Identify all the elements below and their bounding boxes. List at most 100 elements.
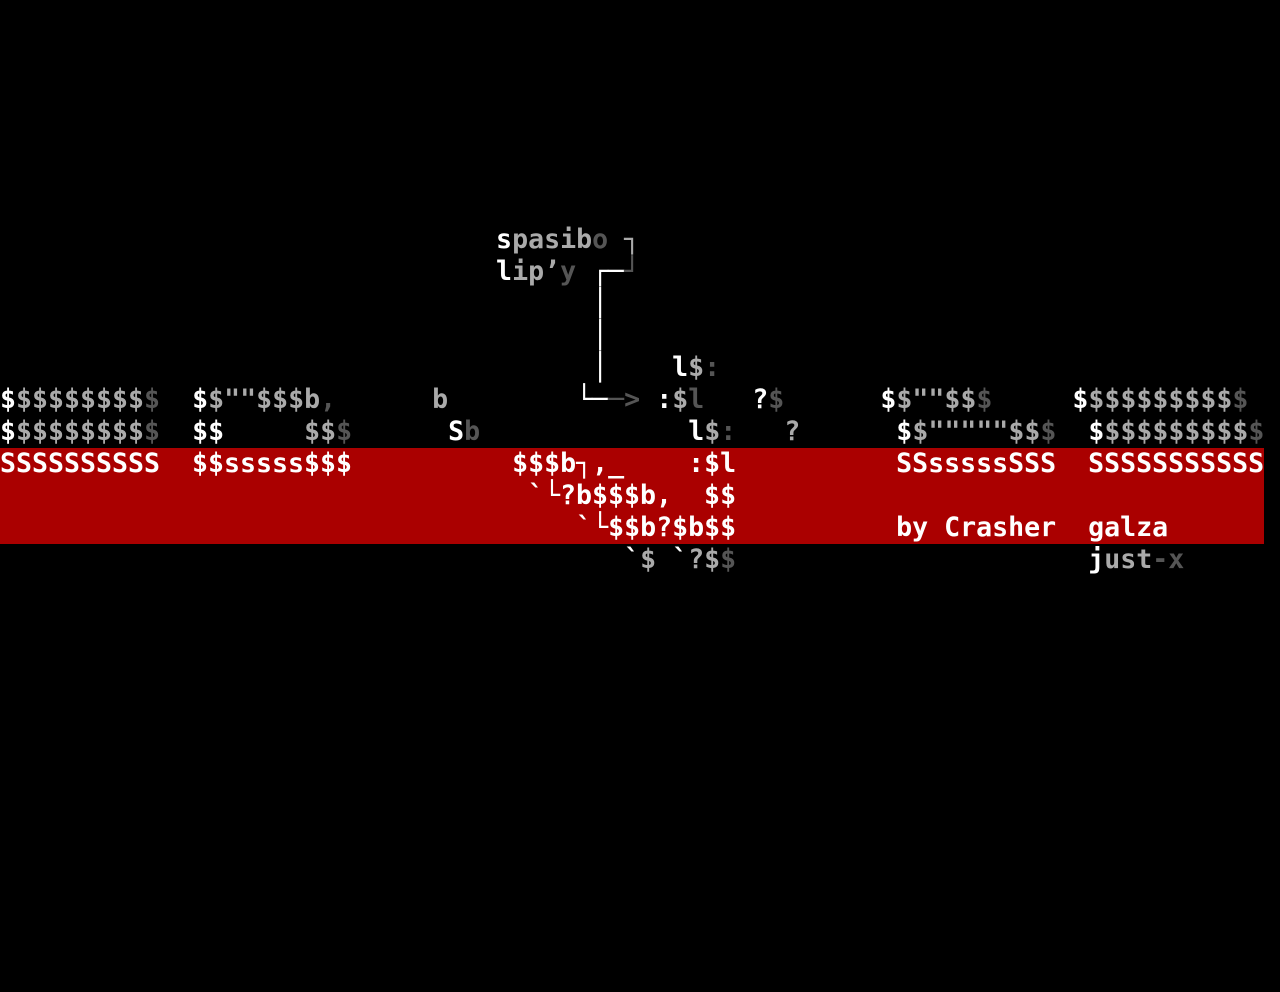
ansi-text: $ (976, 384, 993, 415)
ansi-text (480, 416, 688, 447)
ansi-text: : (720, 416, 737, 447)
ansi-text (1056, 416, 1088, 447)
ansi-text: b (464, 416, 481, 447)
ansi-text (1056, 448, 1088, 479)
ansi-text: S (448, 416, 465, 447)
ansi-text: $""$$ (896, 384, 977, 415)
ansi-text: b (432, 384, 449, 415)
ansi-text: o (592, 224, 609, 255)
ansi-text: ust (1104, 544, 1153, 575)
ansi-text (640, 384, 656, 415)
ansi-text (608, 224, 624, 255)
ansi-text: SSsssssSSS (896, 448, 1057, 479)
ansi-text: ? (752, 384, 769, 415)
ansi-text: : (656, 384, 673, 415)
ansi-text: ip’ (512, 256, 561, 287)
ansi-text: ┌─ (592, 256, 625, 287)
ansi-text (656, 544, 672, 575)
ansi-row: │ (0, 320, 1280, 352)
ansi-row: spasibo ┐ (0, 224, 1280, 256)
ansi-text: l (688, 384, 705, 415)
ansi-text: $ (768, 384, 785, 415)
ansi-text: y (560, 256, 577, 287)
ansi-text: by Crasher (896, 512, 1057, 543)
ansi-text: :$l (688, 448, 737, 479)
ansi-text (160, 416, 192, 447)
ansi-text: └─ (576, 384, 609, 415)
ansi-text: $ (1040, 416, 1057, 447)
ansi-text (448, 384, 576, 415)
ansi-text (1056, 512, 1088, 543)
ansi-text: $$ (304, 416, 337, 447)
ansi-text: $""$$$b (208, 384, 321, 415)
ansi-text: $ (0, 384, 17, 415)
ansi-text: l (672, 352, 689, 383)
ansi-text: $ (896, 416, 913, 447)
ansi-text (0, 480, 528, 511)
ansi-text: $ (144, 416, 161, 447)
ansi-text (160, 448, 192, 479)
ansi-text: ? (784, 416, 801, 447)
ansi-text (224, 416, 304, 447)
ansi-text: `└$$b?$b$$ (576, 512, 737, 543)
ansi-text (800, 416, 896, 447)
ansi-text: $ (0, 416, 17, 447)
ansi-row: lip’y ┌─┘ (0, 256, 1280, 288)
ansi-text: l (688, 416, 705, 447)
ansi-row: `└$$b?$b$$ by Crasher galza (0, 512, 1280, 544)
ansi-text (992, 384, 1072, 415)
ansi-text (0, 288, 592, 319)
ansi-text: SSSSSSSSSS (0, 448, 161, 479)
ansi-text (0, 544, 624, 575)
ansi-text: $"""""$$ (912, 416, 1041, 447)
ansi-text: $ (1232, 384, 1249, 415)
ansi-art-screen: spasibo ┐ lip’y ┌─┘ │ │ │ l$: $$$$$$$$$$ … (0, 224, 1280, 576)
ansi-text (736, 416, 784, 447)
ansi-text (352, 448, 512, 479)
ansi-text: ` (624, 544, 641, 575)
ansi-text (784, 384, 880, 415)
ansi-text (576, 256, 592, 287)
ansi-text: $ (672, 384, 689, 415)
ansi-text (160, 384, 192, 415)
ansi-text: $ (880, 384, 897, 415)
ansi-text: $ (688, 352, 705, 383)
ansi-text: $$$b┐,_ (512, 448, 625, 479)
ansi-row: $$$$$$$$$$ $$""$$$b, b └──> :$l ?$ $$""$… (0, 384, 1280, 416)
ansi-text: │ (592, 288, 609, 319)
ansi-text (736, 448, 896, 479)
ansi-text: $ (336, 416, 353, 447)
ansi-row: │ (0, 288, 1280, 320)
ansi-row: `$ `?$$ just-x (0, 544, 1280, 576)
ansi-text: s (496, 224, 513, 255)
ansi-text (704, 384, 752, 415)
ansi-text: ─> (608, 384, 641, 415)
ansi-text (608, 352, 672, 383)
ansi-text: $$$$$$$$ (16, 416, 145, 447)
ansi-text (0, 320, 592, 351)
ansi-text (0, 512, 576, 543)
ansi-text (0, 224, 496, 255)
ansi-text: $$sssss$$$ (192, 448, 353, 479)
ansi-text (736, 544, 1088, 575)
ansi-text: $ (1248, 416, 1265, 447)
ansi-text: `└?b$$$b, $$ (528, 480, 737, 511)
ansi-row: │ l$: (0, 352, 1280, 384)
ansi-text: $ (720, 544, 737, 575)
ansi-text: ?$ (688, 544, 721, 575)
ansi-row: `└?b$$$b, $$ (0, 480, 1280, 512)
ansi-row: SSSSSSSSSS $$sssss$$$ $$$b┐,_ :$l SSssss… (0, 448, 1280, 480)
ansi-text: $ (144, 384, 161, 415)
ansi-text (624, 448, 688, 479)
ansi-text: ┐ (624, 224, 641, 255)
ansi-text: $$$$$$$$$ (1104, 416, 1249, 447)
ansi-text: $ (704, 416, 721, 447)
ansi-text: $ (192, 384, 209, 415)
ansi-text (736, 512, 896, 543)
ansi-row: $$$$$$$$$$ $$ $$$ Sb l$: ? $$"""""$$$ $$… (0, 416, 1280, 448)
red-band (0, 448, 1264, 544)
ansi-text: -x (1152, 544, 1185, 575)
ansi-text: pasib (512, 224, 593, 255)
ansi-text (0, 352, 592, 383)
ansi-text: $ (640, 544, 657, 575)
